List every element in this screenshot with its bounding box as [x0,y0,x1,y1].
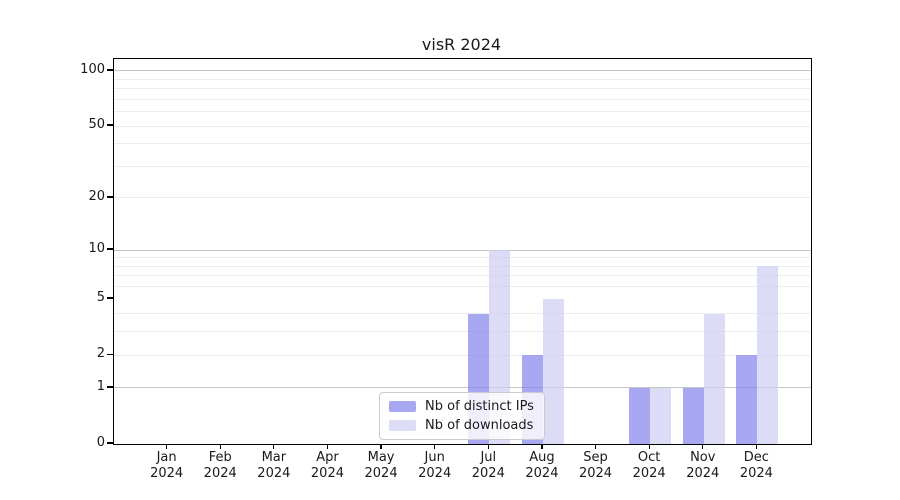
major-gridline [114,387,811,389]
y-tick-mark [107,196,113,198]
x-tick-label: May 2024 [364,450,398,481]
x-tick-label: Nov 2024 [686,450,720,481]
y-tick-label: 0 [96,435,105,450]
x-tick-label: Dec 2024 [739,450,773,481]
y-tick-mark [107,69,113,71]
minor-gridline [114,111,811,113]
legend-item: Nb of distinct IPs [389,399,534,414]
x-tick-label: Feb 2024 [203,450,237,481]
minor-gridline [114,331,811,333]
legend-swatch-downloads [389,420,416,431]
x-tick-label: Sep 2024 [578,450,613,481]
x-tick-mark [648,444,650,449]
bar-downloads [542,299,564,444]
legend: Nb of distinct IPs Nb of downloads [379,392,545,440]
minor-gridline [114,165,811,167]
y-tick-mark [107,124,113,126]
bar-distinct-ips [682,387,704,444]
x-tick-label: Aug 2024 [525,450,559,481]
y-tick-label: 100 [80,61,105,77]
x-tick-label: Jun 2024 [418,450,452,481]
legend-item: Nb of downloads [389,418,534,433]
y-tick-label: 5 [96,290,105,306]
y-tick-label: 2 [96,346,105,362]
x-tick-mark [219,444,221,449]
bar-distinct-ips [629,387,651,444]
x-tick-label: Oct 2024 [632,450,666,481]
minor-gridline [114,78,811,80]
bar-downloads [650,387,672,444]
plot-area [113,58,812,445]
x-tick-mark [594,444,597,449]
x-tick-mark [541,444,543,449]
minor-gridline [114,313,811,315]
y-tick-label: 20 [88,188,105,204]
y-tick-mark [107,248,113,250]
y-tick-mark [107,442,113,444]
major-gridline [114,70,811,72]
minor-gridline [114,257,811,259]
legend-label: Nb of downloads [425,418,534,433]
legend-swatch-distinct-ips [389,401,416,412]
x-tick-mark [326,444,329,449]
x-tick-label: Jan 2024 [150,450,184,481]
y-tick-label: 1 [96,378,105,394]
minor-gridline [114,197,811,199]
x-tick-label: Apr 2024 [310,450,344,481]
minor-gridline [114,88,811,90]
bar-downloads [703,313,725,444]
chart-title: visR 2024 [421,35,502,54]
minor-gridline [114,275,811,277]
x-tick-mark [273,444,275,449]
y-tick-mark [107,353,113,355]
minor-gridline [114,143,811,145]
y-tick-label: 50 [88,117,105,133]
y-tick-label: 10 [88,241,105,257]
y-tick-mark [107,386,113,388]
x-tick-mark [380,444,382,449]
bar-distinct-ips [736,355,758,444]
minor-gridline [114,98,811,100]
x-tick-mark [165,444,168,449]
x-tick-mark [487,444,489,449]
bar-downloads [757,266,779,444]
major-gridline [114,249,811,251]
x-tick-label: Jul 2024 [471,450,505,481]
minor-gridline [114,125,811,127]
x-tick-mark [702,444,704,449]
y-tick-mark [107,297,113,299]
x-tick-mark [434,444,436,449]
legend-label: Nb of distinct IPs [425,399,534,414]
minor-gridline [114,286,811,288]
minor-gridline [114,265,811,267]
minor-gridline [114,354,811,356]
x-tick-mark [755,444,758,449]
x-tick-label: Mar 2024 [257,450,291,481]
